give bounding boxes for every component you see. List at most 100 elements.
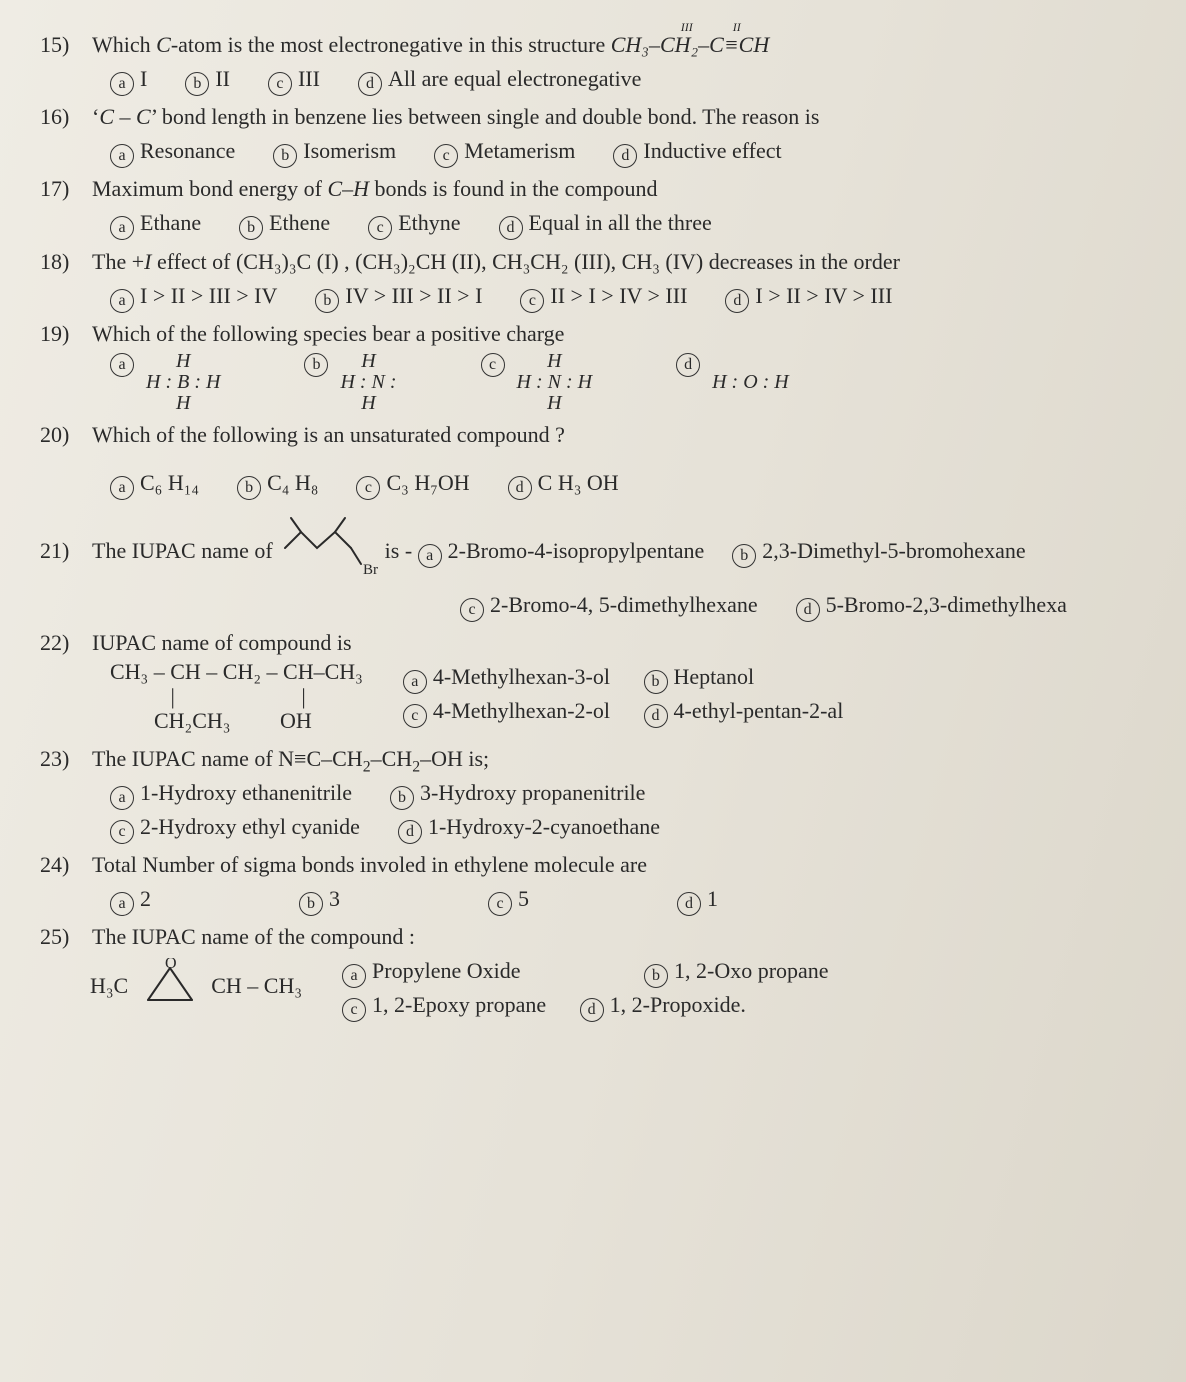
option-text: II > I > IV > III <box>550 279 687 313</box>
option-b: bC₄ H₈ <box>237 466 318 500</box>
question-number: 24) <box>40 848 86 882</box>
option-a: aC₆ H₁₄ <box>110 466 199 500</box>
option-d: d1 <box>677 882 718 916</box>
option-key: a <box>110 476 134 500</box>
option-text: Ethene <box>269 206 330 240</box>
option-key: d <box>358 72 382 96</box>
option-text: All are equal electronegative <box>388 62 641 96</box>
option-key: a <box>110 216 134 240</box>
struct-line: CH₃ – CH – CH₂ – CH–CH₃ <box>110 660 363 684</box>
option-text: 3 <box>329 882 340 916</box>
option-text: 2-Hydroxy ethyl cyanide <box>140 810 360 844</box>
option-key: c <box>481 353 505 377</box>
options-block: a4-Methylhexan-3-ol bHeptanol c4-Methylh… <box>403 660 1168 737</box>
question-stem: Total Number of sigma bonds involed in e… <box>92 848 1168 882</box>
question-stem: Which of the following is an unsaturated… <box>92 418 1168 452</box>
lewis-structure: H : O : H <box>712 351 789 414</box>
option-d: dI > II > IV > III <box>725 279 892 313</box>
option-d: d1-Hydroxy-2-cyanoethane <box>398 810 660 844</box>
option-key: d <box>508 476 532 500</box>
lewis-row: H : N : <box>340 372 396 393</box>
option-text: IV > III > II > I <box>345 279 482 313</box>
option-key: b <box>237 476 261 500</box>
option-key: b <box>390 786 414 810</box>
option-key: b <box>644 670 668 694</box>
subscript: 2 <box>412 758 420 775</box>
option-key: d <box>796 598 820 622</box>
option-text: 2-Bromo-4, 5-dimethylhexane <box>490 588 758 622</box>
option-text: Inductive effect <box>643 134 781 168</box>
option-key: c <box>342 998 366 1022</box>
option-text: 4-Methylhexan-3-ol <box>433 660 610 694</box>
stem-text: bonds is found in the compound <box>369 176 657 201</box>
question-stem: Maximum bond energy of C–H bonds is foun… <box>92 172 1168 206</box>
option-key: d <box>677 892 701 916</box>
worksheet-page: 15) Which C-atom is the most electronega… <box>0 0 1186 1382</box>
stem-var: C <box>156 32 171 57</box>
option-d: dC H₃ OH <box>508 466 619 500</box>
option-c: cC₃ H₇OH <box>356 466 469 500</box>
option-key: d <box>725 289 749 313</box>
option-key: b <box>239 216 263 240</box>
lewis-row: H : N : H <box>517 372 593 393</box>
options-block: aPropylene Oxide b1, 2-Oxo propane c1, 2… <box>342 954 1168 1022</box>
option-text: I > II > III > IV <box>140 279 277 313</box>
option-text: C₆ H₁₄ <box>140 466 199 500</box>
option-text: 2-Bromo-4-isopropylpentane <box>448 534 705 568</box>
lewis-structure: H H : B : H H <box>146 351 220 414</box>
question-number: 16) <box>40 100 86 134</box>
option-a: a4-Methylhexan-3-ol <box>403 660 610 694</box>
stem-var: C–H <box>327 176 369 201</box>
option-c: c1, 2-Epoxy propane <box>342 988 546 1022</box>
option-b: b3 <box>299 882 340 916</box>
option-b: b2,3-Dimethyl-5-bromohexane <box>732 534 1025 568</box>
epoxide-structure: H₃C O CH – CH₃ <box>40 958 302 1018</box>
option-b: bII <box>185 62 230 96</box>
question-stem: The IUPAC name of N≡C–CH2–CH2–OH is; <box>92 742 1168 776</box>
lewis-structure: H H : N : H H <box>517 351 593 414</box>
option-key: a <box>418 544 442 568</box>
option-key: b <box>304 353 328 377</box>
question-15: 15) Which C-atom is the most electronega… <box>40 28 1168 96</box>
stem-text: –OH is; <box>420 746 489 771</box>
stem-var: C – C <box>99 104 150 129</box>
question-stem: ‘C – C’ bond length in benzene lies betw… <box>92 100 1168 134</box>
question-stem: The IUPAC name of the compound : <box>92 920 1168 954</box>
option-text: Equal in all the three <box>529 206 712 240</box>
option-key: b <box>315 289 339 313</box>
option-key: b <box>644 964 668 988</box>
option-key: a <box>110 289 134 313</box>
lewis-row: H <box>340 351 396 372</box>
option-key: d <box>580 998 604 1022</box>
option-a: aI > II > III > IV <box>110 279 277 313</box>
option-a: a H H : B : H H <box>110 351 226 414</box>
option-key: c <box>460 598 484 622</box>
option-text: I <box>140 62 147 96</box>
option-key: c <box>520 289 544 313</box>
option-a: a2-Bromo-4-isopropylpentane <box>418 534 705 568</box>
option-a: aI <box>110 62 147 96</box>
option-text: 1-Hydroxy ethanenitrile <box>140 776 352 810</box>
question-number: 25) <box>40 920 86 954</box>
struct-right: CH – CH₃ <box>211 973 302 998</box>
option-text: III <box>298 62 320 96</box>
option-a: a2 <box>110 882 151 916</box>
skeletal-structure: Br <box>279 514 379 588</box>
roman-label: II <box>733 18 741 37</box>
stem-formula: III II CH₃–CH₂–C≡CH <box>611 32 770 57</box>
stem-text: –CH <box>371 746 413 771</box>
question-number: 18) <box>40 245 86 279</box>
condensed-structure: CH₃ – CH – CH₂ – CH–CH₃ | | CH₂CH₃ OH <box>40 660 363 737</box>
question-number: 17) <box>40 172 86 206</box>
option-key: d <box>613 144 637 168</box>
question-stem: Which of the following species bear a po… <box>92 317 1168 351</box>
option-d: dInductive effect <box>613 134 781 168</box>
option-text: 1-Hydroxy-2-cyanoethane <box>428 810 660 844</box>
option-key: b <box>299 892 323 916</box>
option-text: Isomerism <box>303 134 396 168</box>
struct-left: H₃C <box>90 973 128 998</box>
option-key: a <box>110 353 134 377</box>
subscript: 2 <box>363 758 371 775</box>
stem-text: ’ bond length in benzene lies between si… <box>151 104 820 129</box>
lewis-structure: H H : N : H <box>340 351 396 414</box>
